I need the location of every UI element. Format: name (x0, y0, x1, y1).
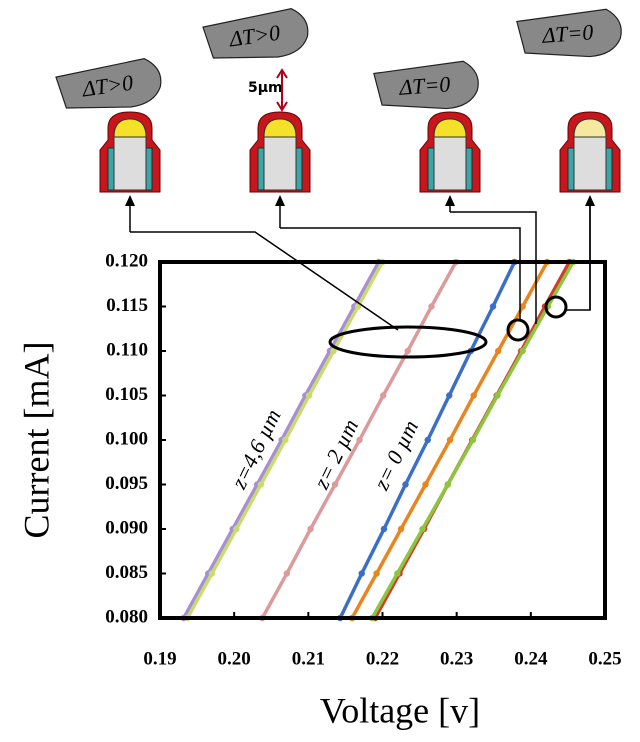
data-point (404, 347, 411, 355)
y-tick-label: 0.095 (105, 473, 148, 494)
tip-body (373, 60, 479, 110)
tip-body (55, 58, 162, 109)
probe (249, 111, 311, 193)
x-tick-label: 0.20 (218, 648, 251, 669)
data-point (419, 525, 426, 533)
data-point (233, 525, 240, 533)
tip-body (516, 8, 622, 58)
x-tick-label: 0.25 (588, 648, 621, 669)
y-tick-label: 0.090 (105, 517, 148, 538)
x-tick-label: 0.24 (514, 648, 548, 669)
data-point (397, 525, 405, 533)
y-axis-label: Current [mA] (16, 342, 56, 539)
arrow-head (445, 195, 455, 206)
tip-label: ΔT=0 (398, 71, 452, 100)
data-point (380, 525, 388, 533)
data-point (444, 481, 451, 488)
data-point (305, 392, 313, 399)
tip-body (202, 8, 309, 59)
probe-dome (263, 118, 297, 138)
highlight-circle (506, 318, 530, 342)
x-tick-label: 0.19 (143, 648, 176, 669)
tip: ΔT>0 (55, 58, 162, 109)
y-tick-label: 0.120 (105, 250, 148, 271)
data-point (373, 570, 380, 577)
probe (99, 111, 161, 193)
data-point (282, 436, 289, 444)
connector (280, 227, 521, 320)
gap-label: 5µm (248, 80, 283, 96)
probe-dome (433, 118, 467, 138)
data-point (422, 481, 429, 488)
connector (566, 198, 591, 311)
arrow-head (585, 195, 595, 206)
data-point (495, 347, 502, 355)
arrow-head (275, 195, 285, 206)
connector (450, 211, 537, 324)
probe-dome (573, 118, 607, 138)
gap-arrow-heads (276, 68, 288, 112)
data-point (424, 436, 431, 444)
highlight-ellipse (328, 325, 488, 359)
data-point (428, 303, 435, 310)
y-tick-label: 0.105 (105, 384, 148, 405)
arrow-head (125, 195, 135, 206)
tip: ΔT=0 (373, 60, 479, 110)
data-point (494, 392, 501, 399)
data-point (519, 347, 526, 355)
data-point (519, 303, 526, 310)
data-point (489, 303, 497, 310)
probe-dome (113, 118, 147, 138)
y-tick-label: 0.110 (106, 339, 148, 360)
data-point (470, 392, 477, 399)
probe-core (573, 136, 607, 191)
data-point (358, 570, 365, 577)
data-point (356, 436, 363, 444)
tip-label: ΔT=0 (541, 19, 595, 48)
probe (559, 111, 621, 193)
probe-core (263, 136, 297, 191)
data-point (283, 570, 291, 577)
data-point (257, 481, 265, 488)
y-tick-label: 0.115 (106, 295, 148, 316)
probe-core (113, 136, 147, 191)
y-tick-label: 0.080 (105, 606, 148, 627)
x-tick-label: 0.21 (292, 648, 325, 669)
data-point (446, 436, 454, 444)
highlight-circle (544, 295, 568, 319)
x-tick-label: 0.22 (366, 648, 399, 669)
data-point (446, 392, 453, 399)
tip: ΔT=0 (516, 8, 622, 58)
data-point (330, 347, 337, 355)
curve-annotation: z= 0 µm (368, 416, 423, 494)
connector (130, 231, 399, 331)
data-point (354, 303, 362, 310)
data-point (402, 481, 409, 488)
probe-core (433, 136, 467, 191)
tip: ΔT>0 (202, 8, 309, 59)
y-tick-label: 0.100 (105, 428, 148, 449)
data-point (394, 570, 401, 577)
plot-frame (158, 260, 607, 620)
data-point (307, 525, 314, 533)
x-axis-label: Voltage [v] (320, 690, 480, 730)
data-point (331, 481, 339, 488)
probe (419, 111, 481, 193)
data-point (208, 570, 216, 577)
data-point (469, 436, 477, 444)
y-tick-label: 0.085 (105, 562, 148, 583)
x-tick-label: 0.23 (440, 648, 473, 669)
data-point (380, 392, 387, 399)
curve-annotation: z= 2 µm (308, 415, 363, 493)
